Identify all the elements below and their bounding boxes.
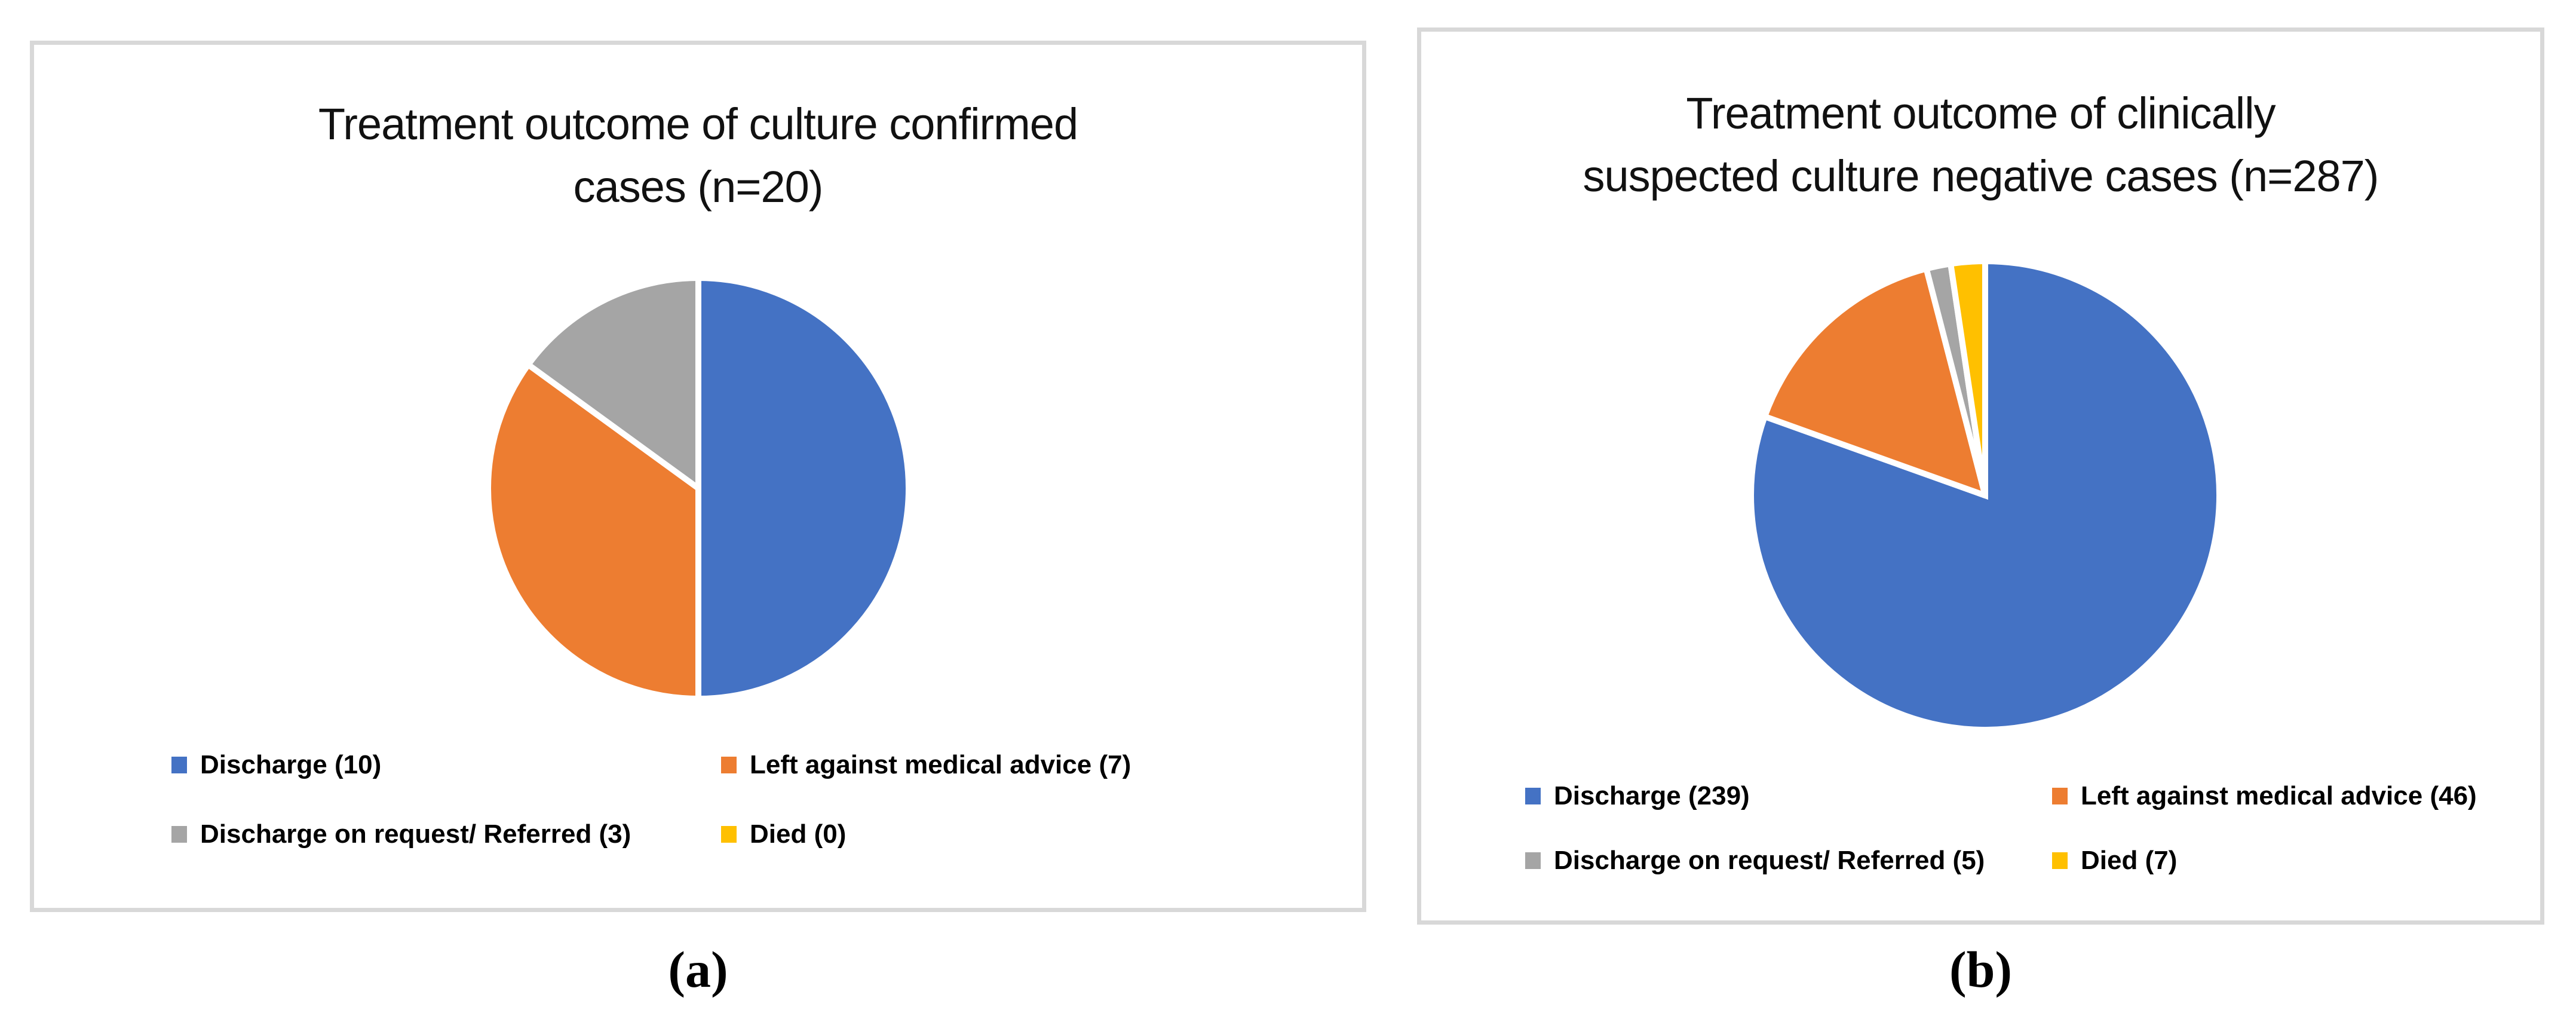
legend-label: Died (0) — [750, 819, 847, 849]
legend-item-died: Died (7) — [2052, 845, 2477, 877]
legend-label: Discharge (239) — [1554, 781, 1750, 810]
legend-swatch-icon — [1525, 852, 1541, 869]
pie-chart-b — [1748, 258, 2222, 733]
chart-a-title: Treatment outcome of culture confirmed c… — [87, 93, 1309, 218]
chart-b-title: Treatment outcome of clinically suspecte… — [1466, 82, 2495, 207]
pie-slice-discharge — [1748, 258, 2222, 733]
legend-swatch-icon — [721, 757, 737, 773]
legend-swatch-icon — [721, 826, 737, 843]
chart-a-title-line2: cases (n=20) — [573, 162, 824, 212]
pie-chart-a — [485, 274, 912, 702]
legend-label: Died (7) — [2081, 846, 2178, 875]
chart-panel-a: Treatment outcome of culture confirmed c… — [30, 41, 1366, 912]
legend-label: Discharge on request/ Referred (5) — [1554, 846, 1985, 875]
chart-a-title-line1: Treatment outcome of culture confirmed — [318, 99, 1078, 149]
legend-label: Left against medical advice (46) — [2081, 781, 2477, 810]
pie-slice-discharge — [695, 274, 912, 702]
legend-label: Discharge (10) — [200, 750, 382, 779]
legend-swatch-icon — [1525, 788, 1541, 804]
pie-slice-died — [1947, 258, 1988, 496]
pie-slice-discharge-on-request-referred — [524, 274, 701, 491]
legend-item-discharge: Discharge (10) — [171, 749, 721, 781]
legend-swatch-icon — [2052, 788, 2068, 804]
legend-item-left-against-medical-advice: Left against medical advice (7) — [721, 749, 1131, 781]
pie-slice-left-against-medical-advice — [485, 360, 701, 702]
legend-item-left-against-medical-advice: Left against medical advice (46) — [2052, 780, 2477, 812]
chart-b-title-line2: suspected culture negative cases (n=287) — [1583, 151, 2379, 201]
legend-swatch-icon — [171, 826, 187, 843]
legend-item-discharge: Discharge (239) — [1525, 780, 2052, 812]
legend-label: Left against medical advice (7) — [750, 750, 1131, 779]
legend-item-discharge-on-request-referred: Discharge on request/ Referred (3) — [171, 818, 721, 850]
subfigure-label-a: (a) — [668, 941, 728, 998]
chart-b-title-line1: Treatment outcome of clinically — [1686, 88, 2276, 138]
legend-swatch-icon — [2052, 852, 2068, 869]
legend-swatch-icon — [171, 757, 187, 773]
chart-panel-b: Treatment outcome of clinically suspecte… — [1417, 27, 2544, 925]
legend-item-discharge-on-request-referred: Discharge on request/ Referred (5) — [1525, 845, 2052, 877]
legend-a: Discharge (10) Left against medical advic… — [171, 749, 1131, 850]
legend-label: Discharge on request/ Referred (3) — [200, 819, 631, 849]
legend-b: Discharge (239) Left against medical advi… — [1525, 780, 2477, 877]
subfigure-label-b: (b) — [1949, 941, 2013, 998]
legend-item-died: Died (0) — [721, 818, 1131, 850]
pie-slice-left-against-medical-advice — [1761, 265, 1988, 498]
